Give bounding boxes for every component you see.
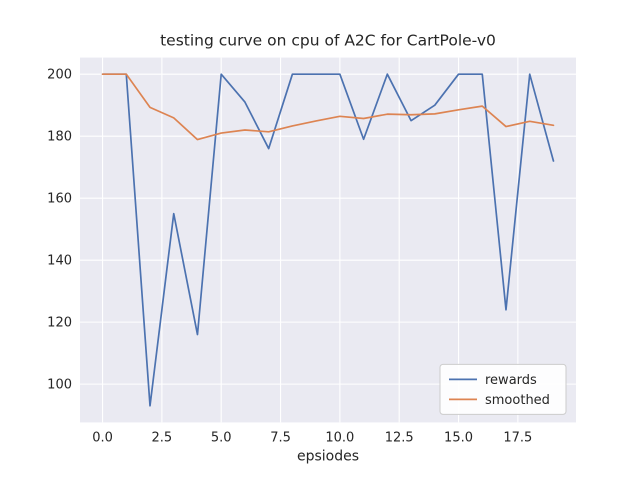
x-tick-label: 5.0	[211, 430, 232, 445]
chart-title: testing curve on cpu of A2C for CartPole…	[160, 32, 496, 50]
x-tick-label: 17.5	[503, 430, 532, 445]
legend-label-smoothed: smoothed	[485, 393, 550, 408]
x-tick-label: 7.5	[270, 430, 291, 445]
y-tick-label: 180	[47, 130, 72, 145]
legend-box	[439, 363, 567, 415]
x-tick-label: 15.0	[444, 430, 473, 445]
y-tick-label: 120	[47, 316, 72, 331]
y-tick-label: 160	[47, 192, 72, 207]
x-tick-label: 10.0	[325, 430, 354, 445]
x-tick-label: 0.0	[92, 430, 113, 445]
x-tick-label: 12.5	[385, 430, 414, 445]
y-tick-label: 100	[47, 378, 72, 393]
x-tick-label: 2.5	[152, 430, 173, 445]
y-tick-label: 200	[47, 68, 72, 83]
series-line-rewards	[101, 73, 555, 407]
series-line-smoothed	[101, 73, 555, 141]
y-tick-label: 140	[47, 254, 72, 269]
legend-label-rewards: rewards	[485, 373, 537, 388]
x-axis-label: epsiodes	[297, 448, 359, 464]
